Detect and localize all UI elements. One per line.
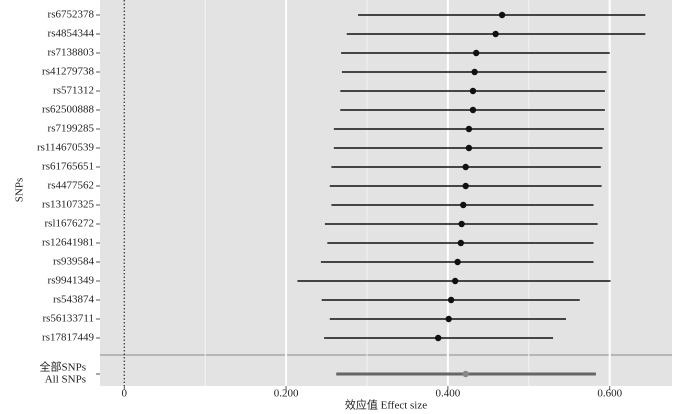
- y-tick-label: rs6752378: [48, 9, 95, 21]
- y-tick-label: rs12641981: [42, 237, 94, 249]
- point-estimate: [462, 163, 469, 171]
- y-tick-label: rs17817449: [42, 332, 94, 344]
- summary-label: All SNPs: [45, 374, 86, 386]
- x-axis-label: 效应值 Effect size: [345, 398, 427, 412]
- y-tick-label: rs7199285: [48, 123, 95, 135]
- point-estimate: [498, 11, 506, 19]
- x-tick-label: 0: [122, 388, 128, 400]
- point-estimate: [454, 258, 461, 266]
- point-estimate: [492, 30, 499, 38]
- y-tick-label: rs56133711: [42, 313, 94, 325]
- point-estimate: [460, 201, 467, 209]
- point-estimate: [445, 315, 452, 323]
- point-estimate: [434, 334, 442, 342]
- summary-label: 全部SNPs: [40, 360, 86, 374]
- point-estimate: [473, 49, 480, 57]
- y-tick-label: rsl1676272: [45, 218, 95, 230]
- y-axis-label: SNPs: [14, 178, 26, 202]
- y-tick-label: rs13107325: [42, 199, 94, 211]
- y-tick-label: rs4854344: [48, 28, 95, 40]
- y-tick-label: rs939584: [53, 256, 94, 268]
- x-tick-label: 0.600: [597, 388, 622, 400]
- plot-panel: [100, 0, 672, 386]
- y-tick-label: rs571312: [53, 85, 94, 97]
- y-tick-label: rs114670539: [37, 142, 95, 154]
- point-estimate: [458, 220, 465, 228]
- y-tick-label: rs9941349: [48, 275, 95, 287]
- summary-estimate: [462, 370, 469, 378]
- point-estimate: [451, 277, 459, 285]
- point-estimate: [469, 87, 477, 95]
- x-tick-label: 0.400: [436, 388, 461, 400]
- y-tick-label: rs62500888: [42, 104, 94, 116]
- y-tick-label: rs7138803: [48, 47, 95, 59]
- y-tick-label: rs543874: [53, 294, 94, 306]
- point-estimate: [457, 239, 465, 247]
- y-tick-label: rs4477562: [48, 180, 94, 192]
- point-estimate: [465, 144, 473, 152]
- point-estimate: [471, 68, 478, 76]
- y-tick-label: rs61765651: [42, 161, 94, 173]
- point-estimate: [469, 106, 477, 114]
- y-tick-label: rs41279738: [42, 66, 94, 78]
- point-estimate: [465, 125, 473, 133]
- x-tick-label: 0.200: [274, 388, 299, 400]
- point-estimate: [462, 182, 469, 190]
- point-estimate: [447, 296, 455, 304]
